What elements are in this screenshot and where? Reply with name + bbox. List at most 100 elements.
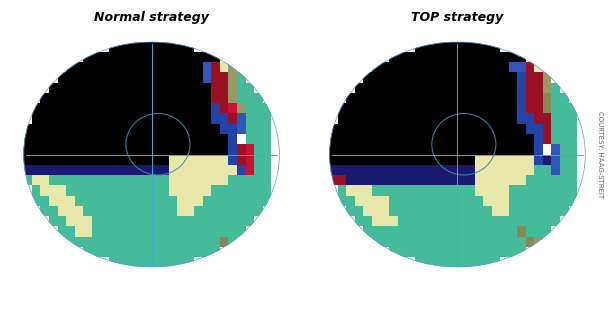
Bar bbox=[83, 216, 92, 226]
Bar bbox=[49, 175, 58, 185]
Bar bbox=[254, 124, 262, 134]
Bar bbox=[245, 124, 254, 134]
Bar bbox=[203, 165, 211, 175]
Bar bbox=[100, 236, 109, 247]
Bar bbox=[40, 206, 49, 216]
Bar bbox=[415, 216, 423, 226]
Bar bbox=[432, 93, 440, 103]
Bar bbox=[49, 165, 58, 175]
Bar bbox=[169, 154, 177, 165]
Bar bbox=[440, 83, 449, 93]
Bar bbox=[483, 144, 491, 154]
Bar bbox=[389, 247, 398, 257]
Bar bbox=[364, 113, 372, 124]
Bar bbox=[534, 62, 543, 73]
Bar bbox=[389, 52, 398, 62]
Bar bbox=[66, 83, 75, 93]
Bar bbox=[118, 154, 126, 165]
Bar bbox=[543, 144, 551, 154]
Bar bbox=[186, 236, 194, 247]
Bar bbox=[100, 196, 109, 206]
Bar bbox=[118, 62, 126, 73]
Bar bbox=[118, 144, 126, 154]
Bar bbox=[152, 196, 160, 206]
Bar bbox=[483, 93, 491, 103]
Bar bbox=[432, 247, 440, 257]
Bar bbox=[211, 185, 220, 196]
Bar bbox=[177, 196, 186, 206]
Bar bbox=[118, 93, 126, 103]
Bar bbox=[186, 165, 194, 175]
Bar bbox=[432, 154, 440, 165]
Bar bbox=[109, 124, 118, 134]
Bar bbox=[398, 83, 406, 93]
Bar bbox=[211, 216, 220, 226]
Bar bbox=[66, 134, 75, 144]
Bar bbox=[194, 144, 203, 154]
Bar bbox=[194, 113, 203, 124]
Bar bbox=[491, 62, 500, 73]
Bar bbox=[474, 42, 483, 52]
Bar bbox=[432, 62, 440, 73]
Bar bbox=[160, 134, 169, 144]
Bar bbox=[109, 52, 118, 62]
Bar bbox=[483, 206, 491, 216]
Bar bbox=[491, 196, 500, 206]
Bar bbox=[406, 124, 415, 134]
Bar bbox=[355, 175, 364, 185]
Bar bbox=[534, 73, 543, 83]
Bar bbox=[169, 257, 177, 267]
Bar bbox=[389, 165, 398, 175]
Bar bbox=[569, 134, 577, 144]
Bar bbox=[500, 83, 509, 93]
Bar bbox=[398, 216, 406, 226]
Bar bbox=[423, 62, 432, 73]
Bar bbox=[338, 124, 347, 134]
Bar bbox=[449, 83, 457, 93]
Bar bbox=[517, 93, 526, 103]
Bar bbox=[491, 134, 500, 144]
Bar bbox=[194, 206, 203, 216]
Bar bbox=[228, 124, 237, 134]
Bar bbox=[483, 103, 491, 113]
Bar bbox=[509, 83, 517, 93]
Bar bbox=[186, 124, 194, 134]
Bar bbox=[92, 113, 100, 124]
Bar bbox=[551, 206, 560, 216]
Bar bbox=[228, 226, 237, 236]
Bar bbox=[186, 93, 194, 103]
Bar bbox=[177, 42, 186, 52]
Bar bbox=[483, 247, 491, 257]
Bar bbox=[534, 83, 543, 93]
Bar bbox=[423, 134, 432, 144]
Bar bbox=[254, 206, 262, 216]
Bar bbox=[75, 236, 83, 247]
Bar bbox=[23, 175, 32, 185]
Bar bbox=[169, 52, 177, 62]
Bar bbox=[500, 144, 509, 154]
Bar bbox=[406, 73, 415, 83]
Bar bbox=[203, 62, 211, 73]
Bar bbox=[228, 196, 237, 206]
Bar bbox=[194, 154, 203, 165]
Bar bbox=[228, 83, 237, 93]
Bar bbox=[543, 206, 551, 216]
Bar bbox=[372, 206, 381, 216]
Bar bbox=[220, 196, 228, 206]
Bar bbox=[449, 124, 457, 134]
Bar bbox=[75, 103, 83, 113]
Bar bbox=[126, 154, 135, 165]
Bar bbox=[364, 216, 372, 226]
Bar bbox=[40, 175, 49, 185]
Bar bbox=[509, 206, 517, 216]
Bar bbox=[169, 62, 177, 73]
Bar bbox=[432, 216, 440, 226]
Bar bbox=[83, 134, 92, 144]
Bar bbox=[75, 154, 83, 165]
Bar bbox=[92, 226, 100, 236]
Bar bbox=[135, 236, 143, 247]
Bar bbox=[92, 103, 100, 113]
Bar bbox=[245, 144, 254, 154]
Bar bbox=[517, 154, 526, 165]
Bar bbox=[92, 93, 100, 103]
